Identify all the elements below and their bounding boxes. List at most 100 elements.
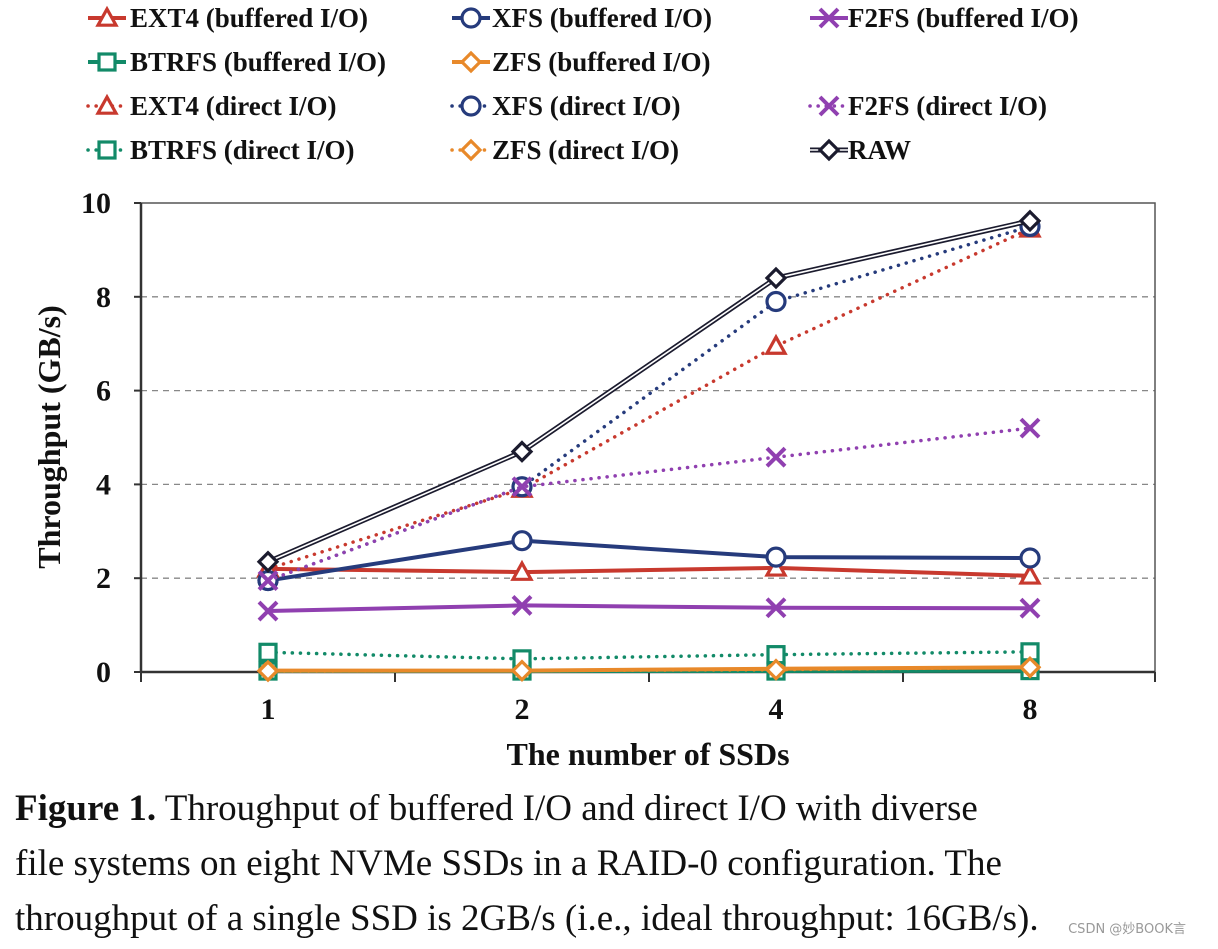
x-mark: [818, 95, 840, 117]
series-btrfs-direct-i-o-: [258, 642, 1040, 669]
series-line: [267, 538, 1031, 583]
x-mark: [765, 597, 787, 619]
legend-item: F2FS (buffered I/O): [810, 3, 1079, 33]
series-line-inner: [267, 220, 1031, 563]
plot-frame: [140, 202, 1156, 673]
triangle-marker: [510, 559, 534, 581]
x-mark: [1019, 597, 1041, 619]
series-line: [267, 603, 1031, 614]
y-tick-label: 4: [96, 468, 111, 501]
x-tick-label: 1: [261, 693, 276, 726]
x-marker: [818, 7, 840, 29]
circle-mark: [1019, 547, 1041, 569]
legend-item: EXT4 (direct I/O): [86, 91, 336, 121]
series-line: [266, 227, 1032, 571]
legend: EXT4 (buffered I/O) XFS (buffered I/O) F2F…: [86, 3, 1079, 165]
legend-label: EXT4 (direct I/O): [130, 91, 336, 121]
triangle-mark: [1018, 563, 1042, 585]
diamond-mark: [764, 266, 788, 290]
x-axis-label: The number of SSDs: [506, 736, 789, 772]
diamond-mark: [459, 138, 483, 162]
circle-mark: [460, 7, 482, 29]
triangle-mark: [764, 333, 788, 355]
x-marker: [818, 95, 840, 117]
diamond-marker: [459, 50, 483, 74]
diamond-mark: [1018, 209, 1042, 233]
legend-label: XFS (buffered I/O): [492, 3, 712, 33]
diamond-marker: [256, 659, 280, 683]
x-marker: [257, 570, 279, 591]
caption-line-1: Throughput of buffered I/O and direct I/…: [156, 788, 978, 829]
circle-mark: [460, 95, 482, 117]
legend-item: XFS (direct I/O): [450, 91, 680, 121]
x-mark: [1019, 417, 1041, 439]
y-tick-label: 0: [96, 656, 111, 689]
circle-marker: [511, 530, 533, 552]
diamond-marker: [817, 138, 841, 162]
y-tick-label: 10: [81, 187, 111, 220]
diamond-marker: [459, 138, 483, 162]
legend-label: ZFS (buffered I/O): [492, 47, 711, 77]
legend-item: EXT4 (buffered I/O): [88, 3, 368, 33]
caption-line-2: file systems on eight NVMe SSDs in a RAI…: [15, 843, 1002, 884]
y-tick-label: 2: [96, 562, 111, 595]
x-tick-label: 8: [1023, 693, 1038, 726]
triangle-mark: [510, 559, 534, 581]
diamond-mark: [764, 658, 788, 681]
diamond-mark: [459, 50, 483, 74]
x-marker: [765, 597, 787, 619]
gridlines: [141, 296, 1155, 579]
diamond-marker: [764, 658, 788, 681]
x-mark: [511, 476, 533, 498]
legend-item: BTRFS (buffered I/O): [88, 47, 386, 77]
diamond-marker: [256, 550, 280, 574]
triangle-marker: [764, 333, 788, 355]
legend-label: EXT4 (buffered I/O): [130, 3, 368, 33]
legend-label: BTRFS (direct I/O): [130, 135, 355, 165]
caption-line-3: throughput of a single SSD is 2GB/s (i.e…: [15, 898, 1039, 939]
diamond-mark: [510, 659, 534, 682]
square-marker: [258, 642, 278, 662]
series-line: [267, 218, 1031, 565]
square-mark: [97, 52, 117, 72]
series-layer: [256, 209, 1042, 683]
diamond-marker: [1018, 209, 1042, 233]
legend-item: ZFS (buffered I/O): [452, 47, 711, 77]
legend-item: XFS (buffered I/O): [452, 3, 712, 33]
series-raw: [256, 209, 1042, 574]
legend-label: ZFS (direct I/O): [492, 135, 679, 165]
legend-label: F2FS (buffered I/O): [848, 3, 1079, 33]
square-marker: [97, 140, 117, 160]
circle-mark: [765, 546, 787, 568]
watermark: CSDN @妙BOOK言: [1068, 922, 1186, 937]
series-line: [266, 665, 1032, 673]
circle-mark: [511, 530, 533, 552]
x-tick-label: 4: [769, 693, 784, 726]
square-mark: [97, 140, 117, 160]
square-mark: [258, 642, 278, 662]
legend-label: XFS (direct I/O): [492, 91, 680, 121]
triangle-marker: [95, 93, 119, 115]
triangle-mark: [95, 5, 119, 27]
diamond-mark: [256, 659, 280, 683]
x-tick-label: 2: [515, 693, 530, 726]
diamond-marker: [510, 659, 534, 682]
circle-mark: [765, 290, 787, 313]
x-marker: [1019, 417, 1041, 439]
x-marker: [511, 594, 533, 616]
x-marker: [765, 446, 787, 468]
legend-item: F2FS (direct I/O): [808, 91, 1047, 121]
x-mark: [257, 570, 279, 591]
x-mark: [257, 600, 279, 622]
diamond-marker: [1018, 656, 1042, 679]
legend-item: RAW: [810, 135, 911, 165]
series-line: [266, 650, 1032, 661]
legend-label: F2FS (direct I/O): [848, 91, 1047, 121]
series-line: [266, 224, 1032, 583]
square-marker: [97, 52, 117, 72]
circle-marker: [1019, 547, 1041, 569]
circle-marker: [460, 95, 482, 117]
caption-label: Figure 1.: [15, 788, 157, 829]
circle-marker: [765, 546, 787, 568]
